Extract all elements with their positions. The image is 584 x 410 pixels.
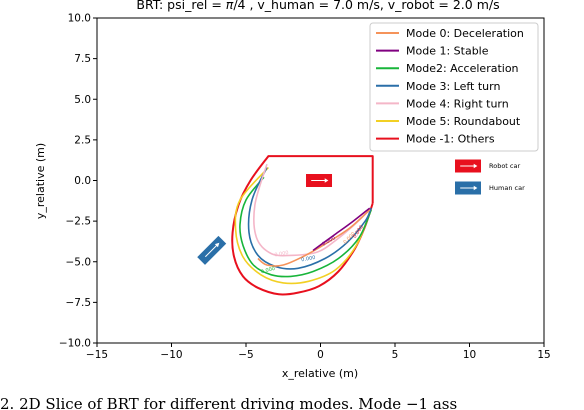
y-tick-label: 10.0 <box>68 13 91 25</box>
human-car-marker <box>197 235 227 265</box>
x-tick-label: 15 <box>537 349 550 361</box>
y-tick-label: −10.0 <box>59 338 91 350</box>
legend-entry-mode-3-left-turn: Mode 3: Left turn <box>406 80 500 93</box>
series-line-mode-0-deceleration <box>257 209 371 267</box>
contour-label: 0.000 <box>274 250 289 258</box>
x-tick-label: 5 <box>392 349 399 361</box>
series-line-mode-5-roundabout <box>234 166 372 285</box>
chart-title: BRT: psi_rel = π/4 , v_human = 7.0 m/s, … <box>136 0 499 12</box>
legend-entry-mode2-acceleration: Mode2: Acceleration <box>406 62 519 75</box>
y-tick-label: 0.0 <box>74 175 91 187</box>
title-part-2: /4 , v_human = 7.0 m/s, v_robot = 2.0 m/… <box>233 0 499 12</box>
legend-entry-mode-1-stable: Mode 1: Stable <box>406 45 489 58</box>
y-tick-label: 2.5 <box>74 134 91 146</box>
series-line-mode-3-left-turn <box>247 167 372 270</box>
human-car-marker-arrow-shaft <box>205 243 219 258</box>
legend-entry-mode-0-deceleration: Mode 0: Deceleration <box>406 27 524 40</box>
series-line-mode2-acceleration <box>239 176 372 278</box>
title-part-1: BRT: psi_rel = <box>136 0 225 12</box>
y-axis-label: y_relative (m) <box>34 143 47 219</box>
legend-entry-mode-5-roundabout: Mode 5: Roundabout <box>406 115 521 128</box>
legend-box <box>369 22 539 152</box>
x-tick-label: −10 <box>160 349 182 361</box>
y-tick-label: −5.0 <box>66 256 92 268</box>
y-tick-label: −2.5 <box>66 216 92 228</box>
plot-frame <box>96 17 545 344</box>
axis-ticks: −15 −10 −5 0 5 10 15 10.0 7.5 5.0 2.5 0.0 −2.5 −5.0 −7… <box>59 13 551 362</box>
x-tick-label: −15 <box>86 349 108 361</box>
robot-car-marker <box>306 174 333 187</box>
y-tick-label: 5.0 <box>74 94 91 106</box>
figure-caption: 2. 2D Slice of BRT for different driving… <box>0 395 457 410</box>
x-tick-label: 10 <box>463 349 476 361</box>
human-car-marker-arrow-icon <box>214 242 220 248</box>
y-tick-label: −7.5 <box>66 297 92 309</box>
contour-label: 0.000 <box>260 266 275 276</box>
title-pi: π <box>226 0 234 12</box>
x-tick-label: −5 <box>238 349 253 361</box>
car-legend: Robot car Human car <box>455 159 525 195</box>
robot-car-marker-arrow-icon <box>324 178 329 183</box>
y-tick-label: 7.5 <box>74 53 91 65</box>
legend-entry-mode-1-others: Mode -1: Others <box>406 133 495 146</box>
robot-car-legend-icon-arrow-icon <box>473 163 478 169</box>
series-line-mode-1-stable <box>312 207 371 252</box>
contour-label: 0.000 <box>301 255 316 263</box>
legend: Mode 0: Deceleration Mode 1: Stable Mode2:… <box>369 22 539 152</box>
human-car-legend-icon-arrow-icon <box>473 185 478 191</box>
x-axis-label: x_relative (m) <box>282 367 358 380</box>
x-tick-label: 0 <box>317 349 324 361</box>
human-car-legend-icon <box>455 181 481 195</box>
robot-car-legend-label: Robot car <box>489 162 520 170</box>
legend-entry-mode-4-right-turn: Mode 4: Right turn <box>406 97 509 110</box>
robot-car-legend-icon <box>455 159 481 173</box>
human-car-legend-label: Human car <box>489 184 525 192</box>
